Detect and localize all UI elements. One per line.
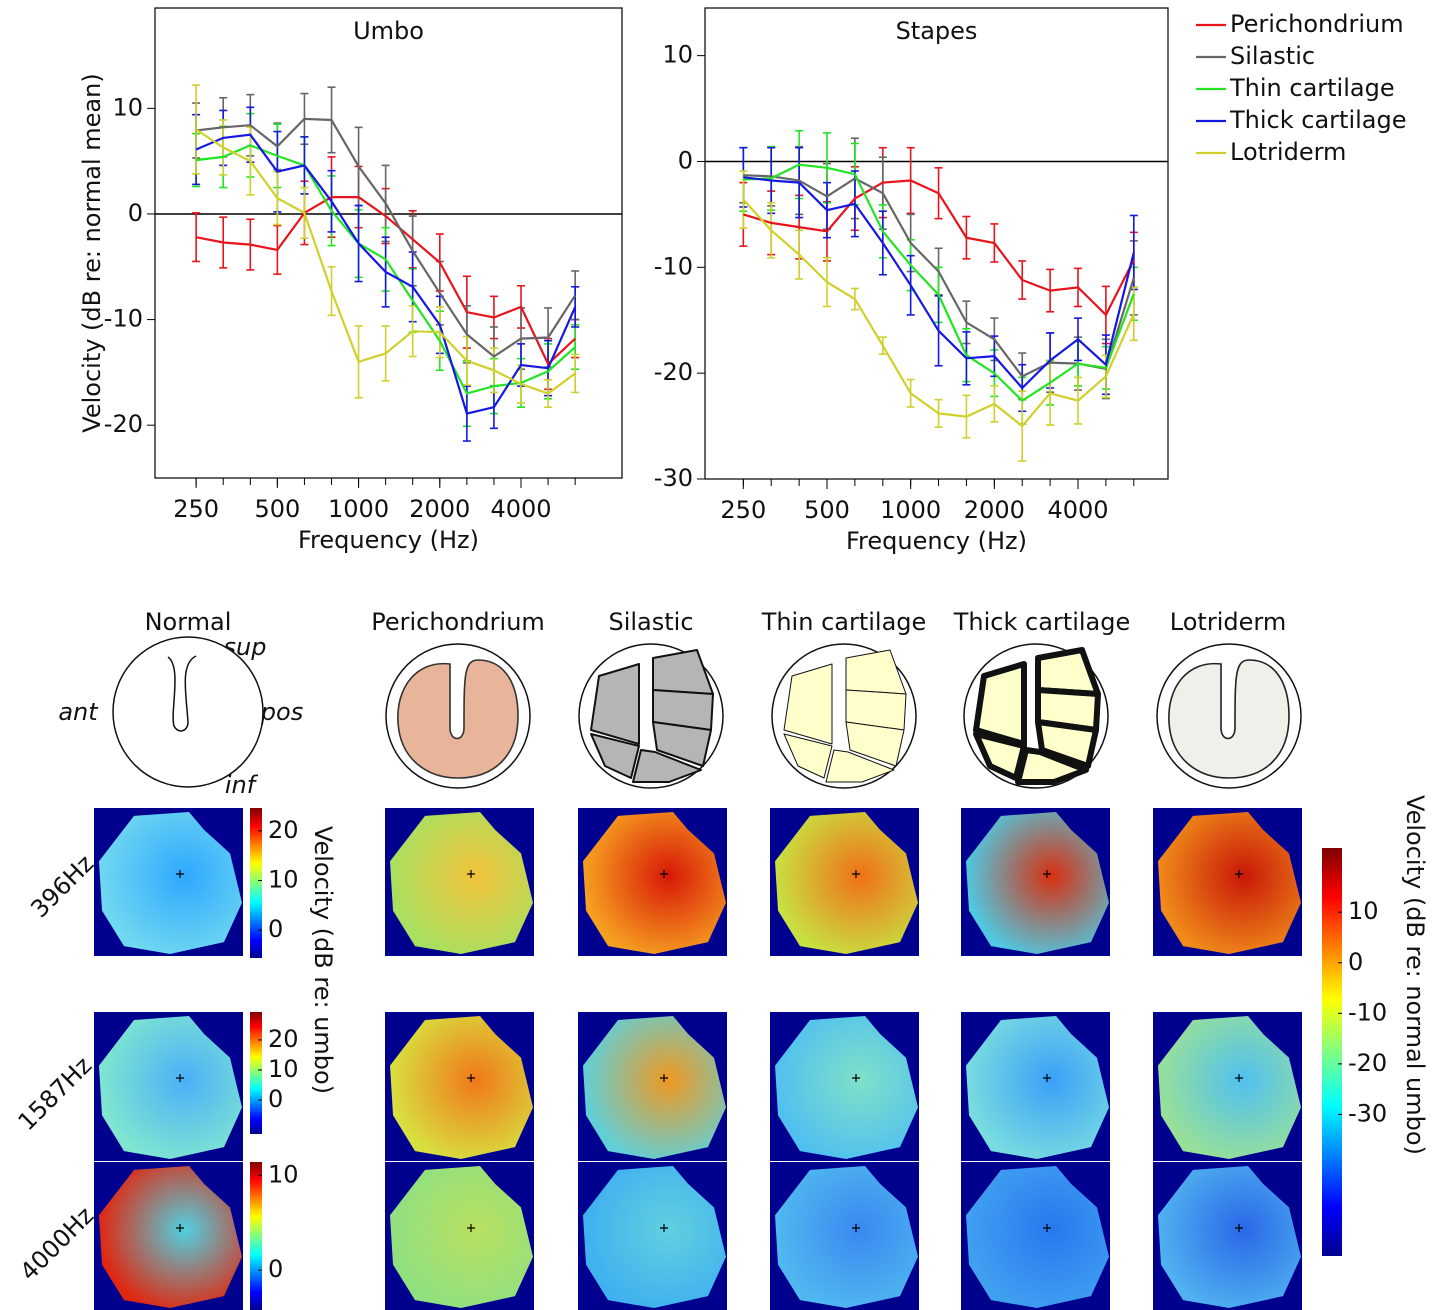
orientation-label: inf [225, 771, 259, 799]
main-colorbar-title: Velocity (dB re: normal umbo) [1401, 795, 1429, 1155]
graft-plate [1038, 650, 1098, 694]
colorbar-tick-label: 20 [268, 816, 299, 844]
y-tick-label: -20 [654, 358, 693, 386]
legend-label: Thick cartilage [1229, 106, 1406, 134]
colorbar-tick-label: 0 [1348, 948, 1363, 976]
graft-plate [653, 650, 713, 694]
colorbar-tick-label: -30 [1348, 1099, 1387, 1127]
y-tick-label: -30 [654, 464, 693, 492]
column-header: Perichondrium [371, 608, 545, 636]
main-colorbar [1322, 848, 1342, 1256]
x-tick-label: 1000 [328, 495, 389, 523]
x-axis-label: Frequency (Hz) [846, 527, 1027, 555]
colorbar [250, 1012, 262, 1134]
y-tick-label: -20 [104, 410, 143, 438]
figure: Umbo-20-10010250500100020004000Frequency… [0, 0, 1450, 1310]
column-header: Thin cartilage [761, 608, 927, 636]
legend-label: Silastic [1230, 42, 1315, 70]
graft-plate [976, 664, 1024, 744]
x-tick-label: 2000 [964, 496, 1025, 524]
column-header: Normal [145, 608, 232, 636]
column-header: Lotriderm [1170, 608, 1286, 636]
x-tick-label: 250 [720, 496, 766, 524]
orientation-label: pos [260, 698, 303, 726]
colorbar-tick-label: 10 [268, 1160, 299, 1188]
colorbar-tick-label: 0 [268, 1255, 283, 1283]
x-tick-label: 4000 [1047, 496, 1108, 524]
x-tick-label: 1000 [880, 496, 941, 524]
colorbar-title: Velocity (dB re: umbo) [309, 826, 337, 1094]
y-tick-label: -10 [654, 252, 693, 280]
row-label: 396Hz [25, 849, 99, 923]
colorbar-tick-label: 0 [268, 1085, 283, 1113]
chart-title: Stapes [896, 17, 978, 45]
colorbar-tick-label: 10 [268, 866, 299, 894]
column-header: Silastic [608, 608, 693, 636]
x-axis-label: Frequency (Hz) [298, 526, 479, 554]
y-axis-label: Velocity (dB re: normal mean) [78, 73, 106, 432]
x-tick-label: 4000 [490, 495, 551, 523]
y-tick-label: 10 [662, 41, 693, 69]
y-tick-label: 0 [128, 199, 143, 227]
colorbar [250, 1162, 262, 1310]
y-tick-label: 0 [678, 146, 693, 174]
x-tick-label: 500 [804, 496, 850, 524]
x-tick-label: 500 [254, 495, 300, 523]
graft-plate [591, 664, 639, 744]
colorbar-tick-label: 10 [268, 1055, 299, 1083]
colorbar-tick-label: 10 [1348, 897, 1379, 925]
row-label: 4000Hz [15, 1201, 100, 1286]
colorbar-tick-label: -10 [1348, 998, 1387, 1026]
chart-title: Umbo [353, 17, 424, 45]
x-tick-label: 2000 [409, 495, 470, 523]
graft-plate [846, 650, 906, 694]
orientation-label: ant [58, 698, 99, 726]
plot-frame [705, 8, 1168, 479]
x-tick-label: 250 [173, 495, 219, 523]
y-tick-label: 10 [112, 93, 143, 121]
legend-label: Perichondrium [1230, 10, 1404, 38]
colorbar-tick-label: -20 [1348, 1049, 1387, 1077]
row-label: 1587Hz [13, 1051, 98, 1136]
eardrum-outline [113, 637, 263, 787]
legend-label: Lotriderm [1230, 138, 1346, 166]
colorbar-tick-label: 20 [268, 1025, 299, 1053]
y-tick-label: -10 [104, 305, 143, 333]
column-header: Thick cartilage [953, 608, 1130, 636]
colorbar-tick-label: 0 [268, 915, 283, 943]
legend-label: Thin cartilage [1229, 74, 1395, 102]
